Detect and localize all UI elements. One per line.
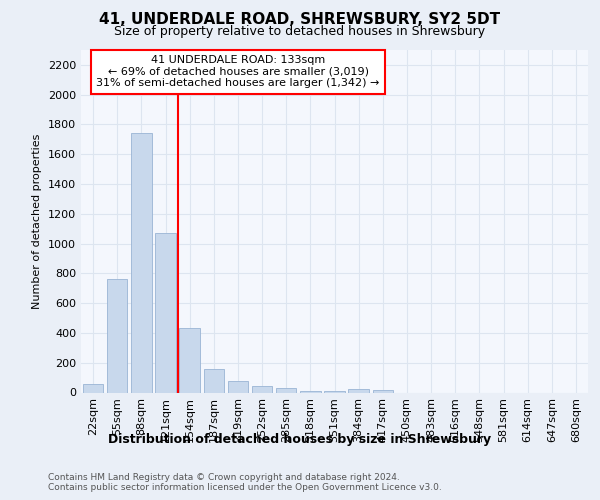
Bar bbox=[300, 390, 320, 392]
Text: Distribution of detached houses by size in Shrewsbury: Distribution of detached houses by size … bbox=[109, 432, 491, 446]
Bar bbox=[203, 370, 224, 392]
Text: Contains HM Land Registry data © Crown copyright and database right 2024.: Contains HM Land Registry data © Crown c… bbox=[48, 472, 400, 482]
Bar bbox=[349, 389, 369, 392]
Y-axis label: Number of detached properties: Number of detached properties bbox=[32, 134, 43, 309]
Text: 41, UNDERDALE ROAD, SHREWSBURY, SY2 5DT: 41, UNDERDALE ROAD, SHREWSBURY, SY2 5DT bbox=[100, 12, 500, 28]
Text: Size of property relative to detached houses in Shrewsbury: Size of property relative to detached ho… bbox=[115, 25, 485, 38]
Bar bbox=[155, 233, 176, 392]
Text: Contains public sector information licensed under the Open Government Licence v3: Contains public sector information licen… bbox=[48, 484, 442, 492]
Bar bbox=[324, 391, 345, 392]
Text: 41 UNDERDALE ROAD: 133sqm
← 69% of detached houses are smaller (3,019)
31% of se: 41 UNDERDALE ROAD: 133sqm ← 69% of detac… bbox=[97, 55, 380, 88]
Bar bbox=[252, 386, 272, 392]
Bar bbox=[373, 390, 393, 392]
Bar bbox=[131, 132, 152, 392]
Bar bbox=[179, 328, 200, 392]
Bar bbox=[83, 384, 103, 392]
Bar bbox=[107, 280, 127, 392]
Bar bbox=[227, 380, 248, 392]
Bar bbox=[276, 388, 296, 392]
